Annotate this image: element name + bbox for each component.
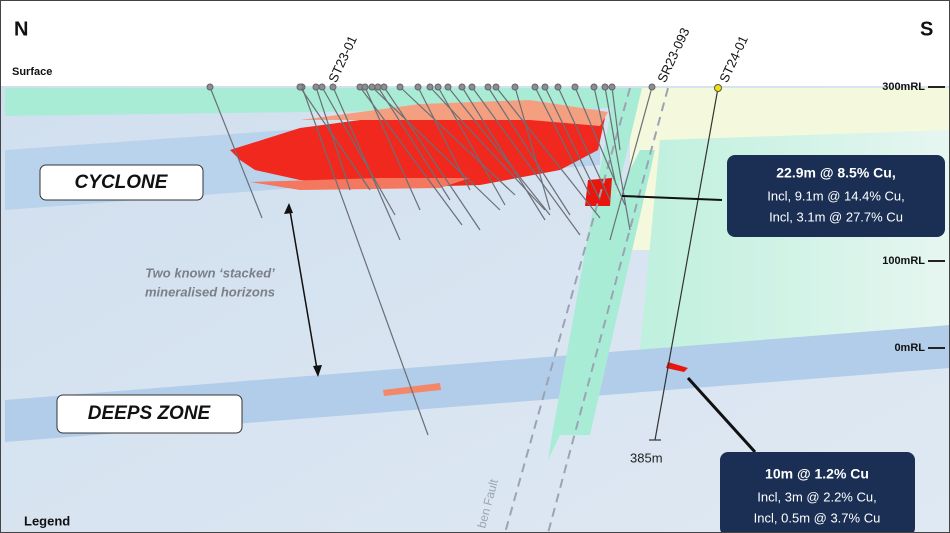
drill-hole [209,86,263,219]
cyclone-orebody [230,106,605,188]
drill-hole [315,86,351,191]
drill-hole [471,86,581,236]
collar [511,83,519,91]
collar [468,83,476,91]
drill-hole [604,86,631,231]
drill-hole [377,86,451,201]
drill-hole [487,86,571,216]
collar [396,83,404,91]
note: Two known ‘stacked’ [145,265,275,280]
collar [714,84,722,92]
callout-line: Incl, 3m @ 2.2% Cu, [757,489,876,504]
drill-hole [417,86,471,191]
drill-hole [447,86,551,216]
low-grade-halo [250,178,470,190]
collar [426,83,434,91]
collar [648,83,656,91]
arrow [288,204,319,376]
fault-line [547,87,669,533]
drill-hole [611,86,621,151]
collar [554,83,562,91]
drill-hole [301,86,429,436]
drill-hole [544,86,601,201]
note: mineralised horizons [145,284,275,299]
intercept [666,362,688,372]
collar [296,83,304,91]
collar [380,83,388,91]
collar [541,83,549,91]
zone-box [56,394,243,434]
drill-hole [514,86,551,211]
collar [434,83,442,91]
legend-title: Legend [24,513,70,528]
callout-line: Incl, 3.1m @ 27.7% Cu [769,209,903,224]
callout-box [727,155,945,237]
zone-box [39,164,204,201]
collar [608,83,616,91]
intercept [585,178,612,206]
drill-hole [364,86,421,211]
callout-title: 10m @ 1.2% Cu [765,466,869,482]
elevation-label: 300mRL [882,81,925,93]
south-label: S [920,18,933,40]
drill-hole [534,86,591,196]
callout-line: Incl, 9.1m @ 14.4% Cu, [767,188,904,203]
callout-box [720,452,915,533]
drill-hole [574,86,626,206]
zone-label: CYCLONE [75,172,169,193]
callout-leader [686,376,757,454]
drill-hole [383,86,481,231]
sky [0,0,950,86]
collar [571,83,579,91]
zone-label: DEEPS ZONE [88,403,212,424]
collar [206,83,214,91]
hole-depth: 385m [630,450,663,465]
drill-hole [299,86,371,191]
drill-hole [359,86,463,226]
callout-line: Incl, 0.5m @ 3.7% Cu [754,510,881,525]
collar [361,83,369,91]
elevation-label: 100mRL [882,255,925,267]
drill-hole [461,86,546,221]
drill-hole [495,86,601,219]
surface-label: Surface [12,66,52,78]
arrow-head [313,365,322,377]
arrow-head [284,203,293,214]
callout-leader [621,195,723,201]
collar [312,83,320,91]
collar [531,83,539,91]
callout-title: 22.9m @ 8.5% Cu, [776,165,895,181]
collar [458,83,466,91]
collar [374,83,382,91]
fault-block [555,150,655,435]
collar [318,83,326,91]
drill-hole [609,86,653,241]
collar [601,83,609,91]
collar [492,83,500,91]
collar [590,83,598,91]
collar [414,83,422,91]
drill-hole [371,86,501,211]
drill-hole [332,86,401,241]
drill-hole [437,86,506,206]
drill-hole [321,86,396,216]
elevation-label: 0mRL [894,342,925,354]
north-label: N [14,18,28,40]
drill-hole [557,86,611,201]
collar [444,83,452,91]
collar [368,83,376,91]
fault-line [504,87,631,533]
collar [329,83,337,91]
drill-holes [206,83,656,436]
collar [484,83,492,91]
drill-hole [399,86,516,196]
drill-hole [593,86,617,186]
drill-hole [654,87,719,441]
